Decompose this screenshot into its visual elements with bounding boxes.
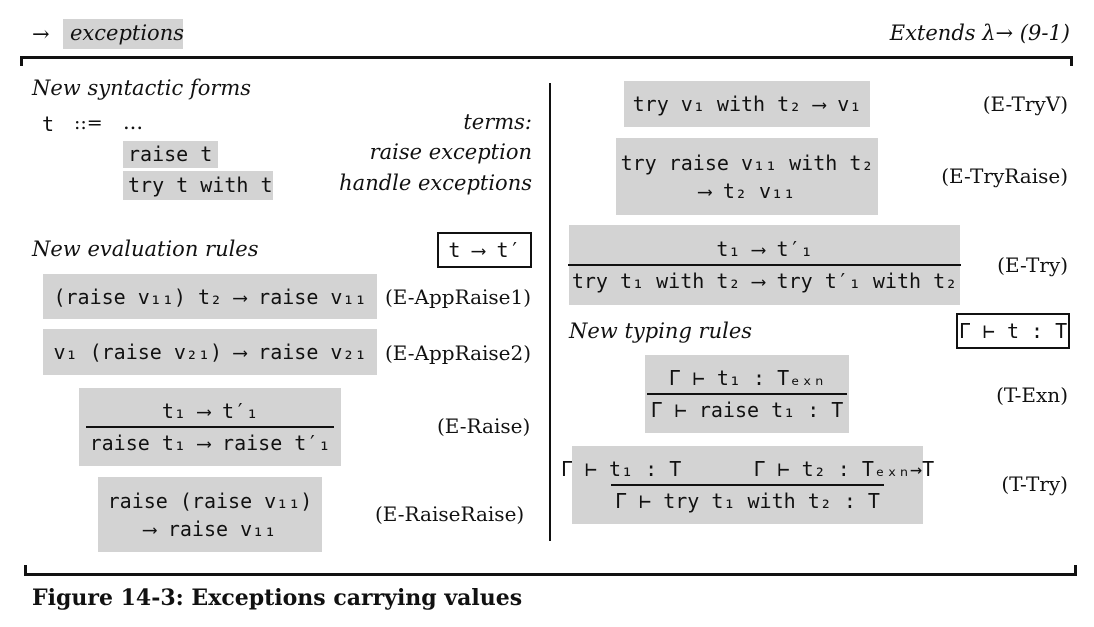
syntax-ellipsis: ...: [123, 110, 144, 134]
rule-e-raiseraise-name: (E-RaiseRaise): [375, 502, 525, 526]
rule-e-appraise2-name: (E-AppRaise2): [385, 341, 532, 365]
rule-e-raise-premise: t₁ ⟶ t′₁: [161, 399, 259, 423]
top-rule-tick-left: [20, 56, 23, 66]
rule-t-try-fraction: Γ ⊢ t₁ : T Γ ⊢ t₂ : Tₑₓₙ→T Γ ⊢ try t₁ wi…: [557, 457, 938, 513]
extends-note: Extends λ→ (9-1): [889, 21, 1070, 45]
rule-e-tryraise-line1: try raise v₁₁ with t₂: [620, 150, 874, 175]
bottom-rule: [24, 573, 1077, 576]
rule-e-appraise2: v₁ (raise v₂₁) ⟶ raise v₂₁: [43, 329, 377, 375]
rule-t-try-conclusion: Γ ⊢ try t₁ with t₂ : T: [611, 484, 884, 513]
syntax-form-raise-shade: [123, 141, 218, 168]
syntax-defines: ::=: [74, 112, 103, 134]
rule-e-tryraise-line2: ⟶ t₂ v₁₁: [698, 178, 796, 203]
syntax-desc-raise: raise exception: [369, 140, 532, 164]
syntax-form-try-shade: [123, 171, 273, 200]
rule-e-raise-name: (E-Raise): [437, 414, 531, 438]
figure-caption: Figure 14-3: Exceptions carrying values: [32, 585, 523, 611]
top-rule: [20, 56, 1073, 59]
rule-e-tryraise: try raise v₁₁ with t₂ ⟶ t₂ v₁₁: [616, 138, 878, 215]
eval-heading: New evaluation rules: [32, 237, 259, 261]
rule-t-exn-conclusion: Γ ⊢ raise t₁ : T: [646, 393, 848, 422]
rule-e-try: t₁ ⟶ t′₁ try t₁ with t₂ ⟶ try t′₁ with t…: [567, 225, 962, 305]
bottom-rule-tick-right: [1074, 565, 1077, 576]
bottom-rule-tick-left: [24, 565, 27, 576]
syntax-desc-try: handle exceptions: [339, 171, 532, 195]
typing-judgment-box: Γ ⊢ t : T: [956, 313, 1070, 349]
syntax-kind-terms: terms:: [463, 110, 532, 134]
syntax-heading: New syntactic forms: [32, 76, 252, 100]
typing-judgment: Γ ⊢ t : T: [958, 319, 1068, 343]
eval-judgment: t ⟶ t′: [448, 238, 521, 262]
rule-e-tryv: try v₁ with t₂ ⟶ v₁: [624, 81, 870, 127]
syntax-form-raise: raise t: [128, 142, 213, 166]
rule-t-try-name: (T-Try): [1001, 472, 1068, 496]
rule-t-exn-fraction: Γ ⊢ t₁ : Tₑₓₙ Γ ⊢ raise t₁ : T: [646, 366, 848, 422]
feature-name-shade: [63, 19, 183, 49]
feature-name: exceptions: [70, 21, 185, 45]
rule-e-appraise1-text: (raise v₁₁) t₂ ⟶ raise v₁₁: [53, 284, 367, 309]
syntax-form-try: try t with t: [128, 173, 273, 197]
rule-e-raise: t₁ ⟶ t′₁ raise t₁ ⟶ raise t′₁: [79, 388, 341, 466]
rule-e-raiseraise: raise (raise v₁₁) ⟶ raise v₁₁: [98, 477, 322, 552]
rule-e-raiseraise-line2: ⟶ raise v₁₁: [143, 516, 277, 541]
rule-e-appraise1: (raise v₁₁) t₂ ⟶ raise v₁₁: [43, 274, 377, 319]
rule-t-exn-premise: Γ ⊢ t₁ : Tₑₓₙ: [668, 366, 826, 390]
rule-e-raise-conclusion: raise t₁ ⟶ raise t′₁: [85, 426, 335, 455]
rule-e-tryv-text: try v₁ with t₂ ⟶ v₁: [632, 92, 862, 116]
rule-e-try-fraction: t₁ ⟶ t′₁ try t₁ with t₂ ⟶ try t′₁ with t…: [567, 237, 962, 293]
syntax-term-metavar: t: [42, 112, 55, 136]
rule-t-exn-name: (T-Exn): [996, 383, 1068, 407]
rule-e-try-name: (E-Try): [997, 253, 1068, 277]
rule-e-tryv-name: (E-TryV): [982, 92, 1068, 116]
typing-heading: New typing rules: [569, 319, 753, 343]
rule-e-raise-fraction: t₁ ⟶ t′₁ raise t₁ ⟶ raise t′₁: [85, 399, 335, 455]
rule-e-raiseraise-line1: raise (raise v₁₁): [107, 488, 313, 513]
eval-judgment-box: t ⟶ t′: [437, 232, 532, 268]
header-arrow: →: [32, 22, 50, 46]
rule-e-try-premise: t₁ ⟶ t′₁: [716, 237, 813, 261]
top-rule-tick-right: [1070, 56, 1073, 66]
rule-e-appraise1-name: (E-AppRaise1): [385, 285, 532, 309]
rule-t-try-premise: Γ ⊢ t₁ : T Γ ⊢ t₂ : Tₑₓₙ→T: [560, 457, 935, 481]
rule-e-tryraise-name: (E-TryRaise): [941, 164, 1068, 188]
column-divider: [549, 83, 551, 541]
rule-e-appraise2-text: v₁ (raise v₂₁) ⟶ raise v₂₁: [53, 340, 367, 364]
rule-t-exn: Γ ⊢ t₁ : Tₑₓₙ Γ ⊢ raise t₁ : T: [645, 355, 849, 433]
rule-t-try: Γ ⊢ t₁ : T Γ ⊢ t₂ : Tₑₓₙ→T Γ ⊢ try t₁ wi…: [561, 446, 934, 524]
rule-e-try-conclusion: try t₁ with t₂ ⟶ try t′₁ with t₂: [567, 264, 962, 293]
